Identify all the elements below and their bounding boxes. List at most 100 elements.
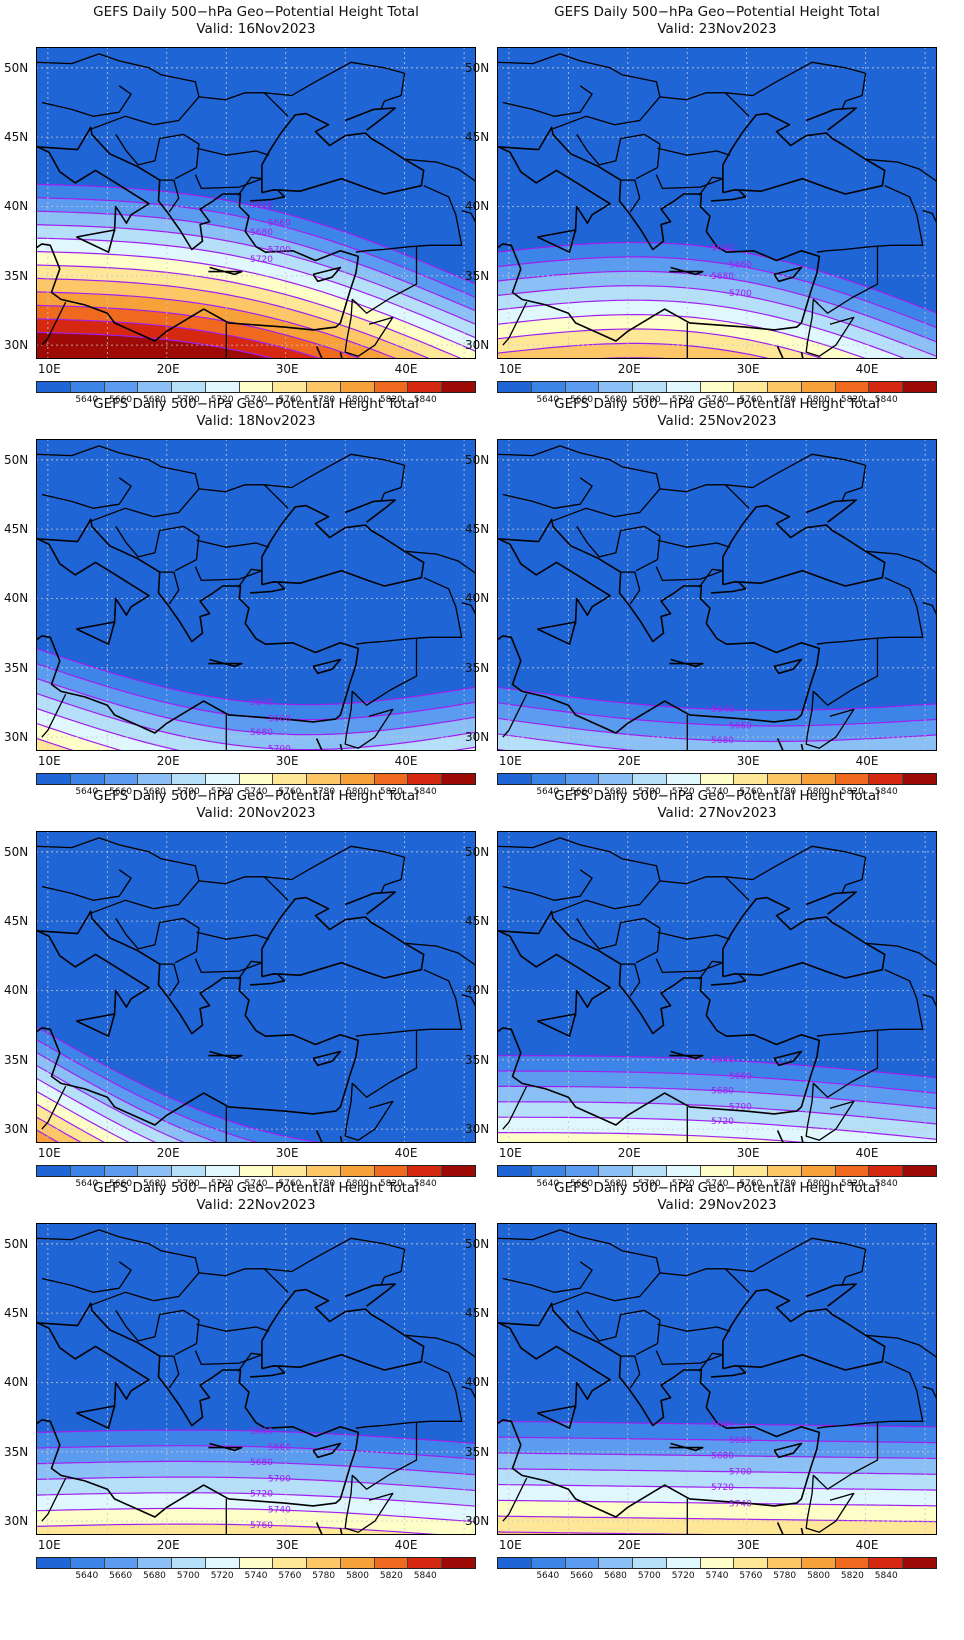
colorbar-swatch bbox=[374, 1558, 409, 1568]
coastline bbox=[497, 1321, 611, 1408]
country-border bbox=[194, 566, 263, 582]
country-border bbox=[36, 53, 200, 98]
country-border bbox=[502, 1261, 593, 1293]
colorbar-swatch bbox=[442, 1558, 475, 1568]
coastline bbox=[711, 973, 747, 986]
coastline bbox=[250, 189, 286, 202]
colorbar-swatch bbox=[700, 1558, 735, 1568]
coastline bbox=[711, 189, 747, 202]
contour-label: 5680 bbox=[711, 1086, 734, 1096]
colorbar-swatch bbox=[172, 774, 206, 784]
country-border bbox=[344, 1475, 394, 1533]
colorbar-label: 5780 bbox=[312, 787, 336, 797]
lat-tick-label: 35N bbox=[4, 660, 29, 675]
colorbar-swatch bbox=[869, 382, 904, 392]
height-contour bbox=[36, 692, 476, 751]
colorbar-swatch bbox=[172, 382, 206, 392]
coastline bbox=[805, 1283, 857, 1307]
lat-tick-label: 40N bbox=[465, 591, 490, 606]
coastline bbox=[36, 126, 360, 342]
country-border bbox=[115, 917, 200, 964]
colorbar-swatch bbox=[205, 774, 240, 784]
lon-tick-label: 20E bbox=[617, 362, 641, 376]
country-border bbox=[552, 92, 750, 130]
height-map: 5640 5660 5680 5700 5720 5740 bbox=[497, 1223, 937, 1535]
country-border bbox=[41, 477, 132, 509]
height-contour bbox=[36, 1507, 476, 1523]
country-border bbox=[698, 176, 723, 196]
colorbar-swatch bbox=[37, 774, 71, 784]
contour-label: 5700 bbox=[268, 1474, 291, 1484]
lat-tick-label: 30N bbox=[4, 338, 29, 353]
coastline bbox=[669, 658, 704, 668]
country-border bbox=[159, 1355, 180, 1389]
colorbar-label: 5800 bbox=[807, 1179, 830, 1189]
contour-label: 5640 bbox=[711, 1420, 734, 1430]
panel-valid-date: Valid: 27Nov2023 bbox=[657, 805, 777, 821]
contour-label: 5660 bbox=[729, 721, 752, 731]
country-border bbox=[36, 837, 200, 882]
lon-tick-label: 40E bbox=[855, 1146, 879, 1160]
lat-tick-label: 50N bbox=[4, 60, 29, 75]
height-contour bbox=[497, 733, 937, 751]
height-contour bbox=[36, 707, 476, 751]
colorbar-swatch bbox=[633, 382, 667, 392]
country-border bbox=[502, 869, 593, 901]
colorbar-swatch bbox=[633, 1558, 667, 1568]
colorbar-label: 5760 bbox=[739, 1179, 763, 1189]
country-border bbox=[865, 1334, 937, 1359]
colorbar-label: 5680 bbox=[143, 1571, 166, 1581]
lat-tick-label: 30N bbox=[4, 730, 29, 745]
colorbar-label: 5680 bbox=[143, 395, 166, 405]
colorbar-label: 5680 bbox=[604, 1571, 627, 1581]
contour-label: 5640 bbox=[250, 1427, 273, 1437]
colorbar-swatch bbox=[599, 1166, 634, 1176]
height-contour bbox=[497, 1070, 937, 1094]
colorbar bbox=[497, 1557, 937, 1569]
colorbar-label: 5660 bbox=[109, 1571, 133, 1581]
lat-tick-label: 50N bbox=[465, 452, 490, 467]
country-border bbox=[576, 917, 661, 964]
height-map: 5640 5660 5680 5700 5720 bbox=[36, 47, 476, 359]
panel-valid-date: Valid: 20Nov2023 bbox=[196, 805, 316, 821]
colorbar-swatch bbox=[205, 382, 240, 392]
height-contour bbox=[36, 1476, 476, 1492]
contour-label: 5680 bbox=[711, 272, 734, 282]
colorbar-label: 5700 bbox=[176, 787, 200, 797]
colorbar-label: 5760 bbox=[739, 395, 763, 405]
height-contour bbox=[497, 328, 826, 359]
colorbar-swatch bbox=[869, 1558, 904, 1568]
coastline bbox=[36, 1321, 150, 1408]
colorbar-swatch bbox=[138, 774, 173, 784]
colorbar-label: 5640 bbox=[75, 1571, 99, 1581]
lat-tick-label: 45N bbox=[4, 1306, 29, 1321]
coastline bbox=[669, 1050, 704, 1060]
height-band bbox=[497, 343, 937, 359]
country-border bbox=[196, 1323, 270, 1332]
country-border bbox=[41, 1261, 132, 1293]
colorbar-swatch bbox=[104, 1166, 139, 1176]
coastline bbox=[36, 537, 150, 624]
colorbar-label: 5760 bbox=[739, 787, 763, 797]
lat-tick-label: 35N bbox=[465, 660, 490, 675]
contour-label: 5660 bbox=[268, 219, 291, 229]
colorbar-swatch bbox=[599, 382, 634, 392]
panel-title: GEFS Daily 500−hPa Geo−Potential Height … bbox=[93, 1180, 419, 1196]
colorbar bbox=[36, 1165, 476, 1177]
colorbar-label: 5760 bbox=[739, 1571, 763, 1581]
coastline bbox=[36, 929, 150, 1016]
country-border bbox=[655, 1350, 724, 1366]
height-contour bbox=[36, 264, 464, 359]
country-border bbox=[725, 453, 867, 502]
colorbar-swatch bbox=[307, 1166, 341, 1176]
contour-label: 5740 bbox=[729, 1499, 752, 1509]
colorbar-swatch bbox=[700, 774, 735, 784]
height-contour bbox=[36, 1064, 187, 1143]
colorbar-label: 5740 bbox=[244, 1179, 268, 1189]
coastline bbox=[344, 891, 396, 915]
lon-tick-label: 40E bbox=[394, 1538, 418, 1552]
colorbar-swatch bbox=[903, 382, 936, 392]
colorbar-label: 5760 bbox=[278, 787, 302, 797]
country-border bbox=[196, 931, 270, 940]
colorbar bbox=[36, 773, 476, 785]
